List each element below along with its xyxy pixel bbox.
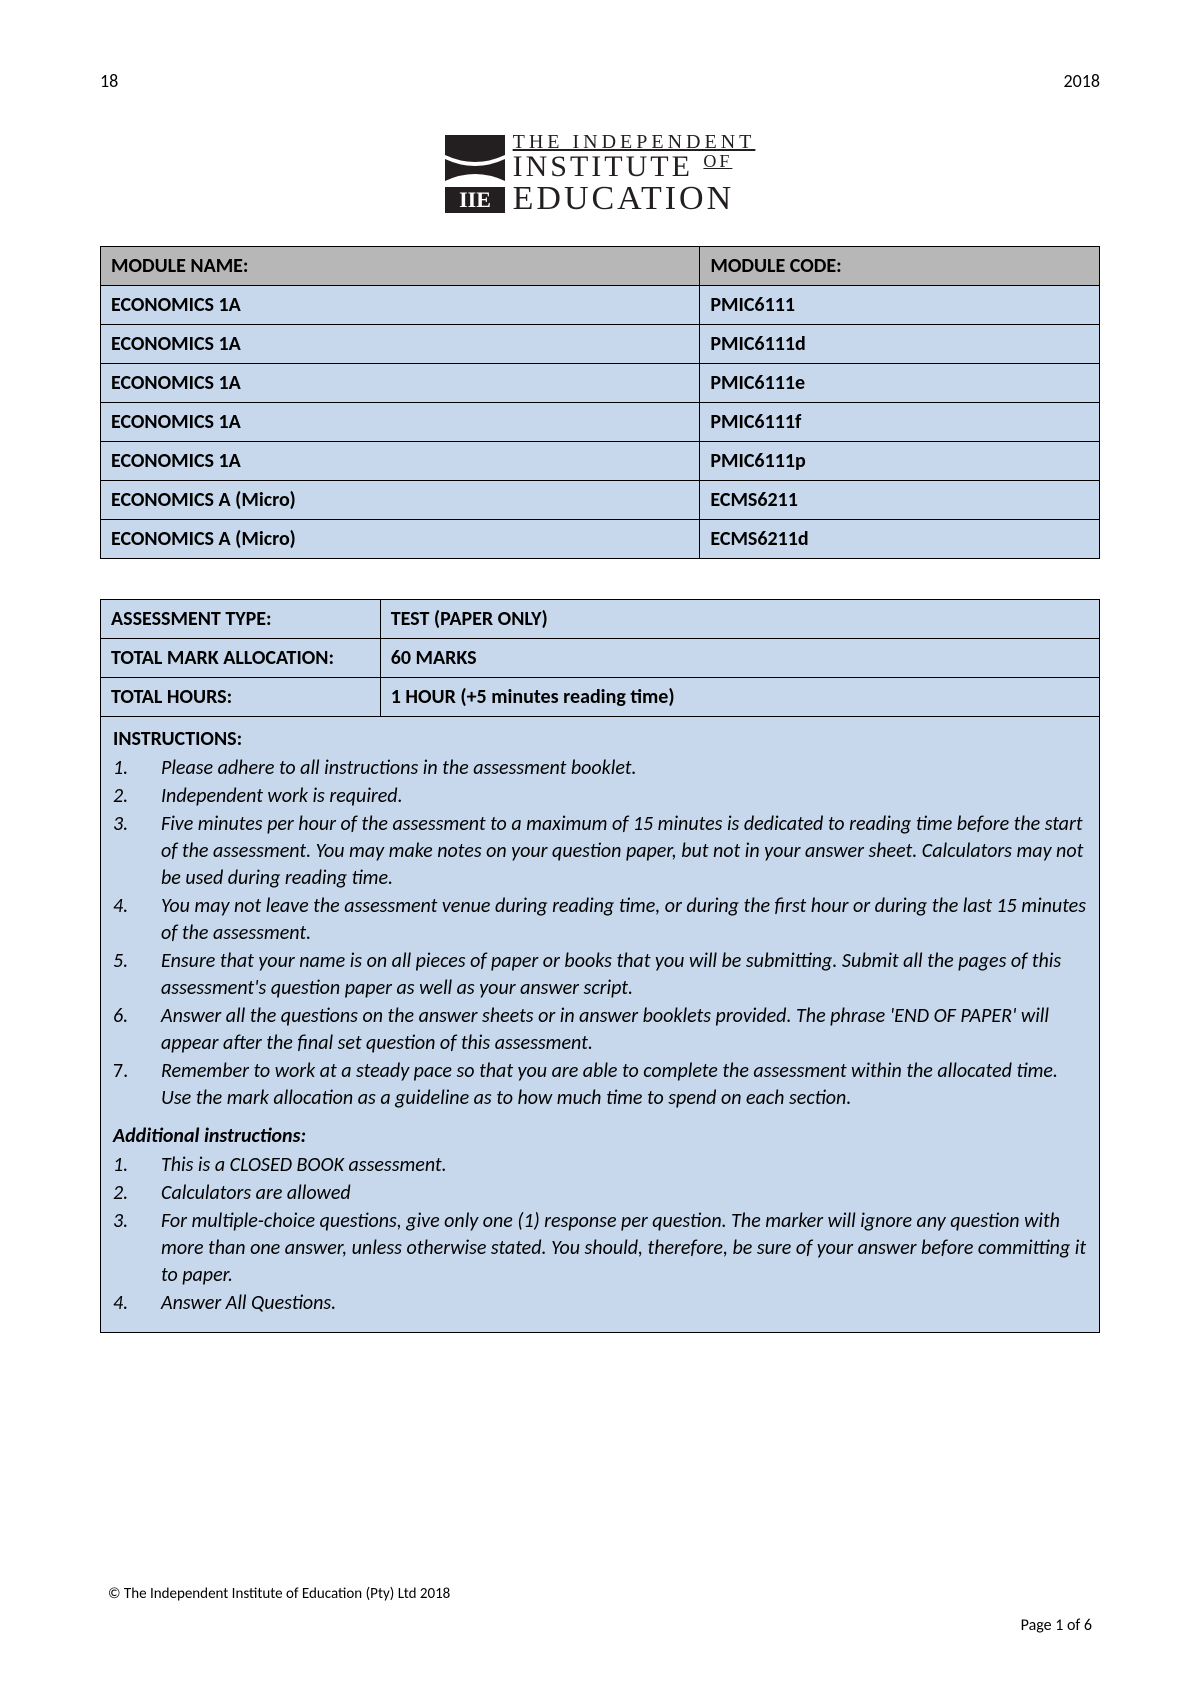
list-item: 3.Five minutes per hour of the assessmen… <box>113 811 1087 892</box>
header-right: 2018 <box>1064 70 1101 92</box>
list-item: 4. You may not leave the assessment venue… <box>113 893 1087 947</box>
table-row: ECONOMICS 1APMIC6111d <box>101 325 1100 364</box>
list-num: 2. <box>113 1180 141 1207</box>
assess-label: TOTAL HOURS: <box>101 678 381 717</box>
list-item: 1. Please adhere to all instructions in t… <box>113 755 1087 782</box>
list-text: This is a CLOSED BOOK assessment. <box>161 1152 1087 1179</box>
list-item: 2. Calculators are allowed <box>113 1180 1087 1207</box>
table-row: TOTAL HOURS:1 HOUR (+5 minutes reading t… <box>101 678 1100 717</box>
assess-label: ASSESSMENT TYPE: <box>101 600 381 639</box>
list-item: 4. Answer All Questions. <box>113 1290 1087 1317</box>
logo: IIE THE INDEPENDENT INSTITUTE OF EDUCATI… <box>100 132 1100 216</box>
module-name: ECONOMICS 1A <box>101 403 700 442</box>
table-row: ECONOMICS 1APMIC6111 <box>101 286 1100 325</box>
list-num: 4. <box>113 893 141 947</box>
list-num: 6. <box>113 1003 141 1057</box>
module-name: ECONOMICS A (Micro) <box>101 481 700 520</box>
list-num: 4. <box>113 1290 141 1317</box>
module-name: ECONOMICS 1A <box>101 325 700 364</box>
list-num: 3. <box>113 811 141 892</box>
module-name: ECONOMICS 1A <box>101 364 700 403</box>
module-code: ECMS6211d <box>700 520 1100 559</box>
instructions-cell: INSTRUCTIONS: 1. Please adhere to all inst… <box>101 717 1100 1333</box>
logo-mark-icon: IIE <box>445 135 505 213</box>
list-num: 1. <box>113 1152 141 1179</box>
assess-value: 1 HOUR (+5 minutes reading time) <box>380 678 1099 717</box>
list-text: Answer all the questions on the answer s… <box>161 1003 1087 1057</box>
header-row: 18 2018 <box>100 70 1100 92</box>
module-name: ECONOMICS 1A <box>101 442 700 481</box>
page-number: Page 1 of 6 <box>1021 1616 1092 1635</box>
copyright: © The Independent Institute of Education… <box>108 1585 450 1603</box>
module-code: PMIC6111e <box>700 364 1100 403</box>
list-text: Five minutes per hour of the assessment … <box>161 811 1087 892</box>
instructions-list: 1. Please adhere to all instructions in t… <box>113 755 1087 1112</box>
list-num: 2. <box>113 783 141 810</box>
logo-line2b: OF <box>703 151 732 171</box>
table-row: ASSESSMENT TYPE:TEST (PAPER ONLY) <box>101 600 1100 639</box>
list-text: For multiple-choice questions, give only… <box>161 1208 1087 1289</box>
additional-list: 1. This is a CLOSED BOOK assessment. 2. Cal… <box>113 1152 1087 1317</box>
table-row: TOTAL MARK ALLOCATION:60 MARKS <box>101 639 1100 678</box>
module-code: ECMS6211 <box>700 481 1100 520</box>
table-row: ECONOMICS A (Micro)ECMS6211 <box>101 481 1100 520</box>
list-text: Calculators are allowed <box>161 1180 1087 1207</box>
list-text: Remember to work at a steady pace so tha… <box>161 1058 1087 1112</box>
list-item: 1. This is a CLOSED BOOK assessment. <box>113 1152 1087 1179</box>
assessment-table: ASSESSMENT TYPE:TEST (PAPER ONLY)TOTAL M… <box>100 599 1100 1333</box>
module-code: PMIC6111p <box>700 442 1100 481</box>
module-code: PMIC6111f <box>700 403 1100 442</box>
table-row: ECONOMICS 1APMIC6111e <box>101 364 1100 403</box>
list-text: Independent work is required. <box>161 783 1087 810</box>
list-text: Answer All Questions. <box>161 1290 1087 1317</box>
logo-text: THE INDEPENDENT INSTITUTE OF EDUCATION <box>513 132 756 216</box>
assess-value: TEST (PAPER ONLY) <box>380 600 1099 639</box>
list-text: Ensure that your name is on all pieces o… <box>161 948 1087 1002</box>
additional-title: Additional instructions: <box>113 1124 1087 1148</box>
assess-value: 60 MARKS <box>380 639 1099 678</box>
list-item: 3.For multiple-choice questions, give on… <box>113 1208 1087 1289</box>
table-row: ECONOMICS 1APMIC6111p <box>101 442 1100 481</box>
header-left: 18 <box>100 70 118 92</box>
list-num: 1. <box>113 755 141 782</box>
list-num: 7. <box>113 1058 141 1112</box>
module-name: ECONOMICS A (Micro) <box>101 520 700 559</box>
logo-mark-text: IIE <box>459 187 491 212</box>
modules-table: MODULE NAME:MODULE CODE:ECONOMICS 1APMIC… <box>100 246 1100 559</box>
list-item: 7. Remember to work at a steady pace so t… <box>113 1058 1087 1112</box>
list-text: Please adhere to all instructions in the… <box>161 755 1087 782</box>
module-code: PMIC6111d <box>700 325 1100 364</box>
list-text: You may not leave the assessment venue d… <box>161 893 1087 947</box>
list-item: 6. Answer all the questions on the answer… <box>113 1003 1087 1057</box>
modules-header-name: MODULE NAME: <box>101 247 700 286</box>
logo-line3: EDUCATION <box>513 182 756 216</box>
module-code: PMIC6111 <box>700 286 1100 325</box>
list-item: 2. Independent work is required. <box>113 783 1087 810</box>
module-name: ECONOMICS 1A <box>101 286 700 325</box>
modules-header-code: MODULE CODE: <box>700 247 1100 286</box>
list-num: 5. <box>113 948 141 1002</box>
list-num: 3. <box>113 1208 141 1289</box>
logo-line2a: INSTITUTE <box>513 150 693 183</box>
assess-label: TOTAL MARK ALLOCATION: <box>101 639 381 678</box>
instructions-title: INSTRUCTIONS: <box>113 727 1087 751</box>
table-row: ECONOMICS A (Micro)ECMS6211d <box>101 520 1100 559</box>
table-row: ECONOMICS 1APMIC6111f <box>101 403 1100 442</box>
list-item: 5. Ensure that your name is on all pieces… <box>113 948 1087 1002</box>
